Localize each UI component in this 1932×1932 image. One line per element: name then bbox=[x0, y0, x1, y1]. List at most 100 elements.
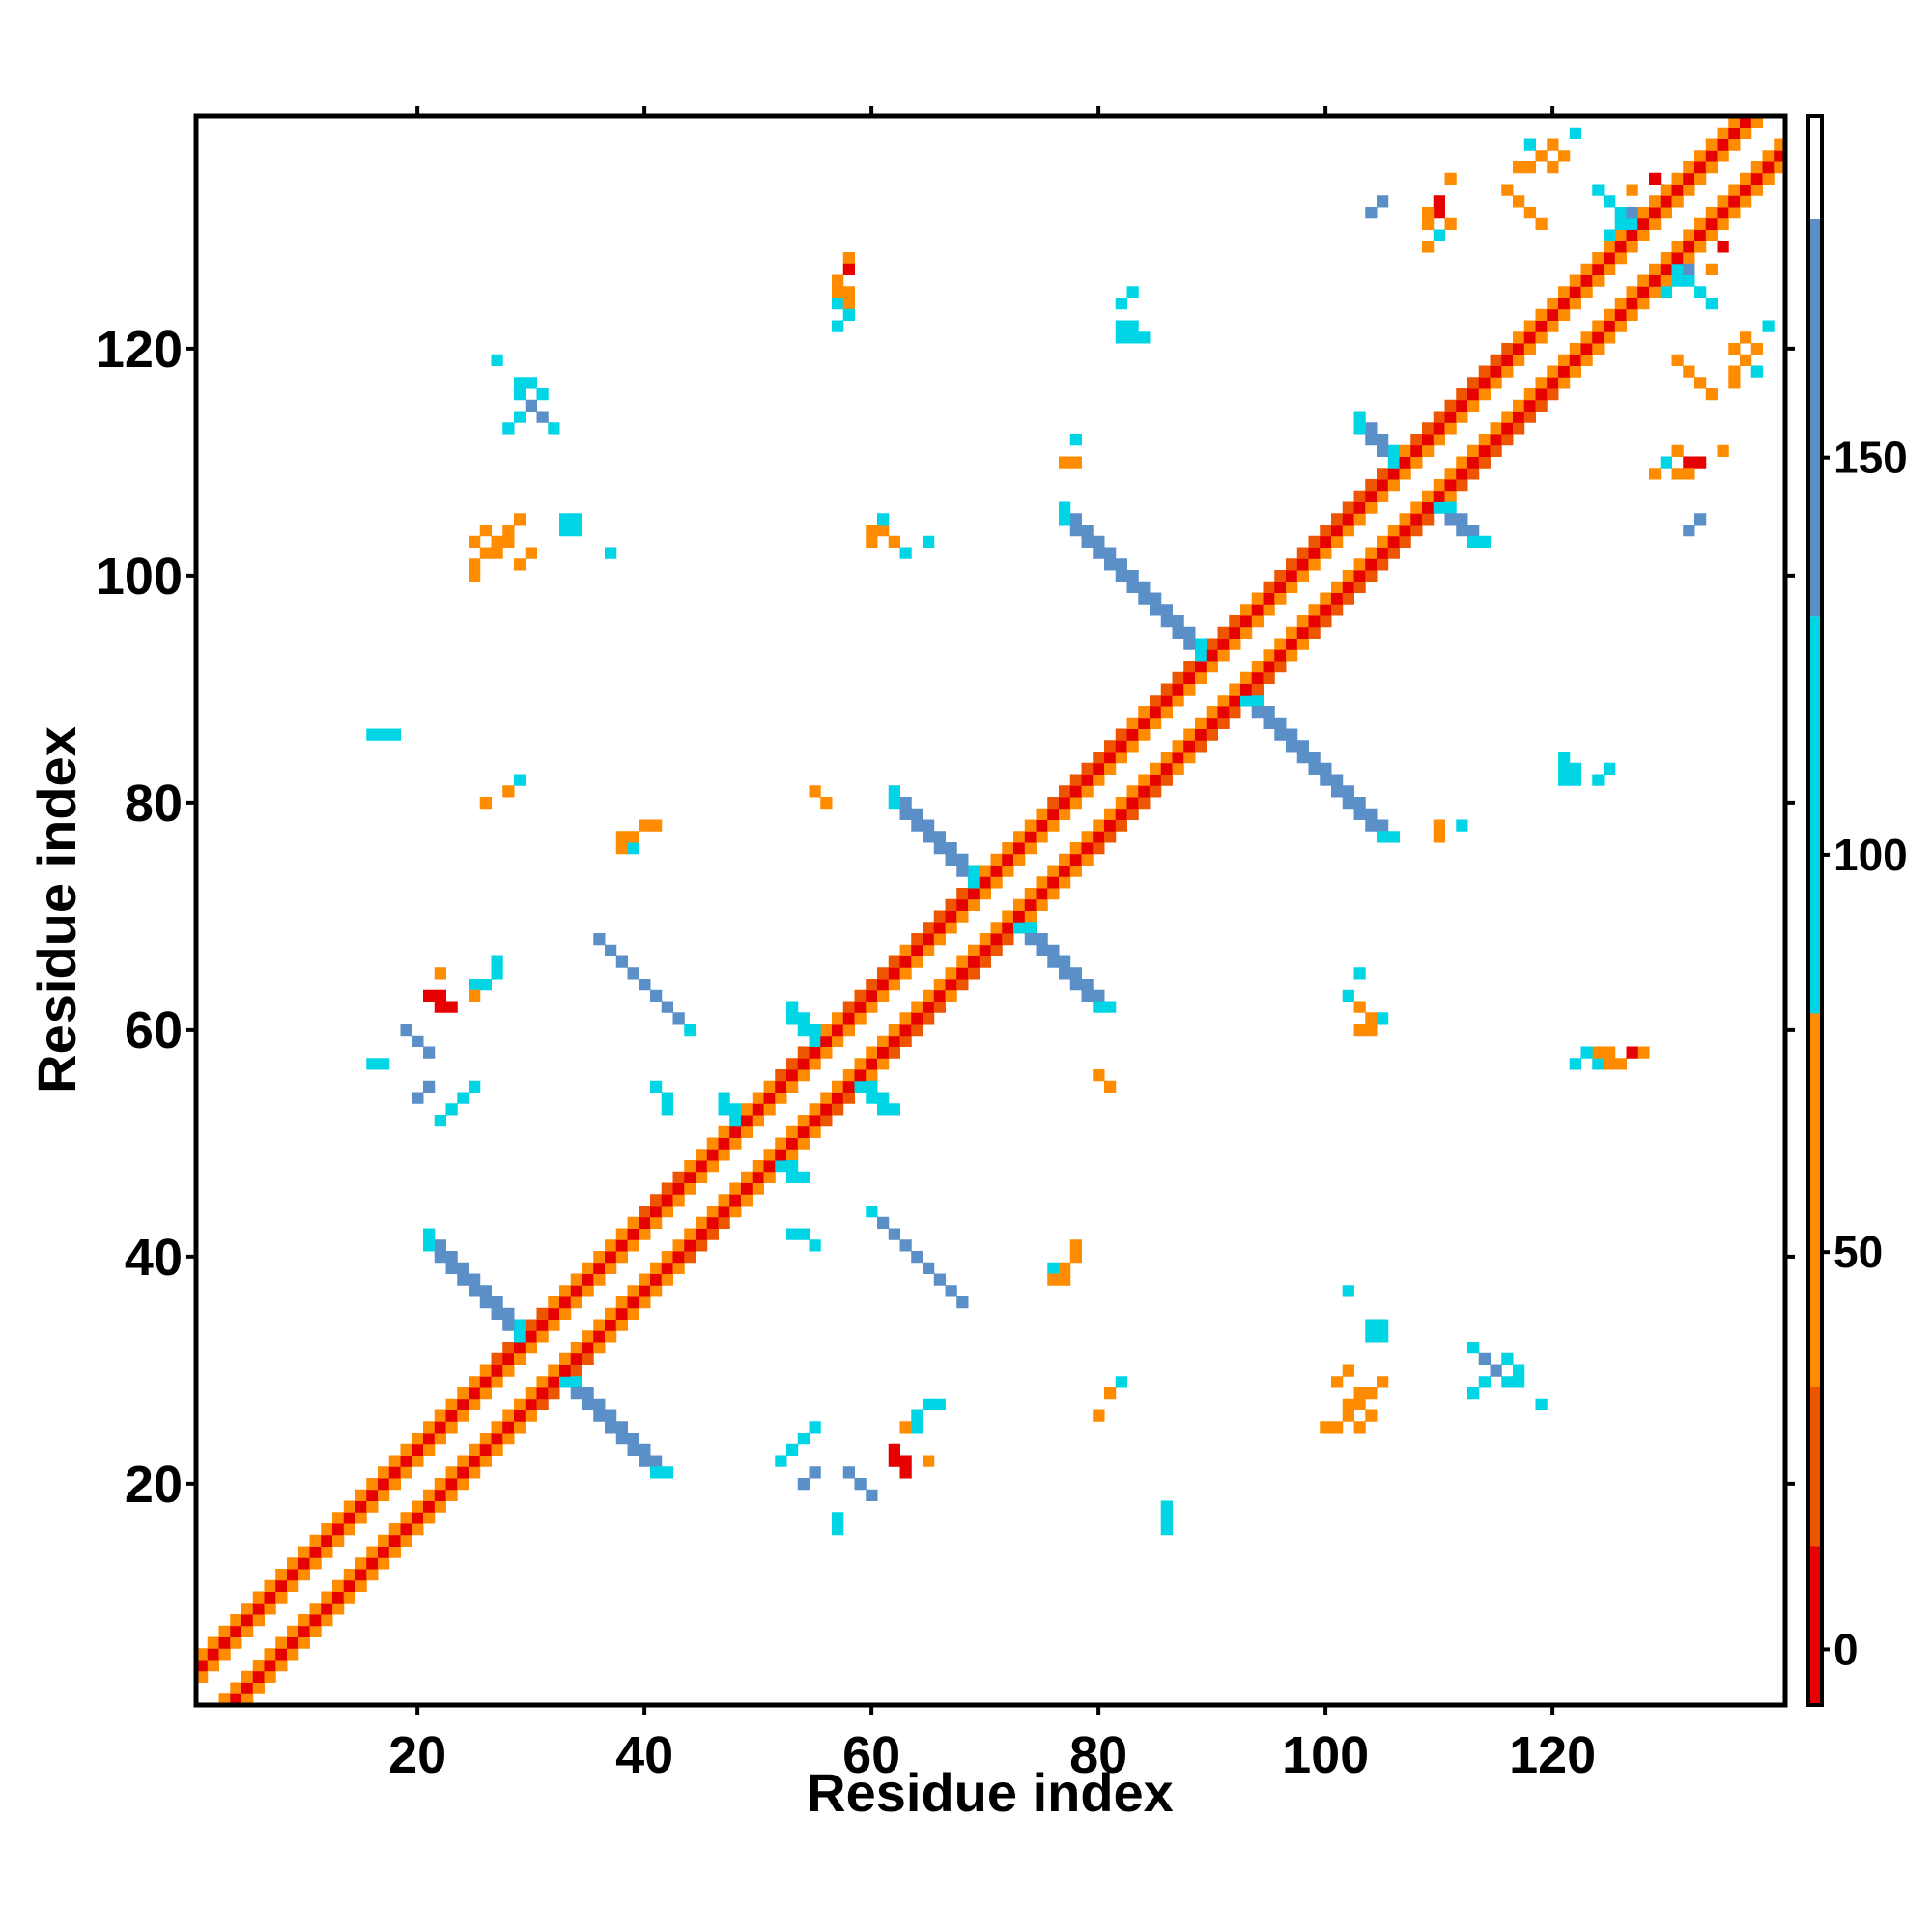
heatmap-cell bbox=[1740, 195, 1752, 208]
heatmap-cell bbox=[1320, 615, 1332, 628]
heatmap-cell bbox=[469, 1398, 481, 1410]
heatmap-cell bbox=[1637, 298, 1650, 310]
heatmap-cell bbox=[1660, 207, 1672, 219]
heatmap-cell bbox=[298, 1557, 310, 1570]
heatmap-cell bbox=[343, 1500, 355, 1513]
heatmap-cell bbox=[718, 1137, 730, 1150]
heatmap-cell bbox=[479, 1364, 492, 1377]
heatmap-cell bbox=[661, 1001, 673, 1013]
heatmap-cell bbox=[661, 1182, 673, 1195]
heatmap-cell bbox=[1296, 740, 1309, 753]
heatmap-cell bbox=[264, 1579, 276, 1592]
heatmap-cell bbox=[627, 1443, 639, 1456]
heatmap-cell bbox=[1422, 241, 1435, 253]
heatmap-cell bbox=[877, 1216, 890, 1229]
heatmap-cell bbox=[1422, 217, 1435, 230]
heatmap-cell bbox=[525, 1398, 537, 1410]
heatmap-cell bbox=[1569, 762, 1581, 775]
heatmap-cell bbox=[218, 1693, 231, 1706]
heatmap-cell bbox=[514, 774, 526, 786]
heatmap-cell bbox=[1762, 172, 1775, 185]
heatmap-cell bbox=[287, 1625, 299, 1637]
heatmap-cell bbox=[412, 1523, 424, 1536]
heatmap-cell bbox=[1501, 411, 1514, 423]
heatmap-cell bbox=[1093, 1409, 1105, 1422]
heatmap-cell bbox=[1331, 604, 1344, 616]
heatmap-cell bbox=[423, 1443, 436, 1456]
heatmap-cell bbox=[1637, 1046, 1650, 1059]
heatmap-cell bbox=[343, 1591, 355, 1604]
heatmap-cell bbox=[1069, 1239, 1082, 1252]
heatmap-cell bbox=[1069, 842, 1082, 855]
heatmap-cell bbox=[1206, 649, 1218, 662]
heatmap-cell bbox=[1694, 377, 1707, 389]
heatmap-cell bbox=[309, 1534, 322, 1547]
heatmap-cell bbox=[1683, 241, 1695, 253]
heatmap-cell bbox=[1399, 525, 1411, 537]
heatmap-cell bbox=[1580, 331, 1593, 344]
heatmap-cell bbox=[1377, 535, 1389, 548]
heatmap-cell bbox=[1740, 127, 1752, 139]
heatmap-cell bbox=[763, 1160, 776, 1173]
heatmap-cell bbox=[230, 1625, 242, 1637]
heatmap-cell bbox=[1626, 207, 1638, 219]
heatmap-cell bbox=[242, 1603, 254, 1615]
heatmap-cell bbox=[1387, 525, 1400, 537]
heatmap-cell bbox=[514, 558, 526, 571]
heatmap-cell bbox=[1342, 570, 1354, 582]
heatmap-cell bbox=[1456, 525, 1468, 537]
heatmap-cell bbox=[514, 377, 526, 389]
heatmap-cell bbox=[1717, 150, 1729, 162]
heatmap-cell bbox=[1467, 377, 1480, 389]
heatmap-cell bbox=[809, 1024, 821, 1037]
heatmap-cell bbox=[1717, 217, 1729, 230]
heatmap-cell bbox=[525, 1387, 537, 1400]
heatmap-cell bbox=[1740, 184, 1752, 196]
heatmap-cell bbox=[1013, 922, 1026, 934]
heatmap-cell bbox=[1433, 411, 1445, 423]
heatmap-cell bbox=[1126, 728, 1139, 741]
heatmap-cell bbox=[445, 1421, 458, 1434]
heatmap-cell bbox=[1626, 184, 1638, 196]
heatmap-cell bbox=[593, 1262, 606, 1274]
heatmap-cell bbox=[627, 831, 639, 843]
heatmap-cell bbox=[570, 525, 582, 537]
heatmap-cell bbox=[945, 842, 957, 855]
colorbar-frame bbox=[1806, 114, 1824, 1707]
heatmap-cell bbox=[1342, 513, 1354, 526]
heatmap-cell bbox=[1353, 513, 1366, 526]
heatmap-cell bbox=[434, 989, 446, 1002]
heatmap-cell bbox=[1750, 161, 1763, 174]
heatmap-cell bbox=[1115, 298, 1127, 310]
heatmap-cell bbox=[1160, 752, 1173, 764]
heatmap-cell bbox=[1229, 638, 1241, 650]
heatmap-cell bbox=[1229, 626, 1241, 639]
x-tick-label: 60 bbox=[842, 1726, 900, 1784]
heatmap-cell bbox=[1705, 138, 1718, 151]
heatmap-cell bbox=[1501, 422, 1514, 435]
heatmap-cell bbox=[1637, 229, 1650, 242]
heatmap-cell bbox=[1377, 547, 1389, 559]
y-tick-label: 100 bbox=[96, 548, 183, 606]
heatmap-cell bbox=[866, 525, 878, 537]
heatmap-cell bbox=[1263, 604, 1275, 616]
heatmap-cell bbox=[469, 1080, 481, 1093]
heatmap-cell bbox=[797, 1137, 810, 1150]
heatmap-cell bbox=[570, 1387, 582, 1400]
heatmap-cell bbox=[479, 1285, 492, 1297]
heatmap-cell bbox=[1342, 785, 1354, 798]
heatmap-cell bbox=[479, 525, 492, 537]
heatmap-cell bbox=[1478, 365, 1491, 378]
heatmap-cell bbox=[729, 1194, 742, 1207]
heatmap-cell bbox=[639, 1443, 651, 1456]
heatmap-cell bbox=[1059, 865, 1071, 877]
heatmap-cell bbox=[1467, 525, 1480, 537]
heatmap-cell bbox=[400, 1443, 412, 1456]
heatmap-cell bbox=[842, 263, 855, 275]
heatmap-cell bbox=[388, 1478, 401, 1491]
heatmap-cell bbox=[1081, 853, 1094, 866]
heatmap-cell bbox=[491, 1376, 503, 1388]
heatmap-cell bbox=[570, 513, 582, 526]
heatmap-cell bbox=[627, 1433, 639, 1445]
heatmap-cell bbox=[1671, 172, 1684, 185]
